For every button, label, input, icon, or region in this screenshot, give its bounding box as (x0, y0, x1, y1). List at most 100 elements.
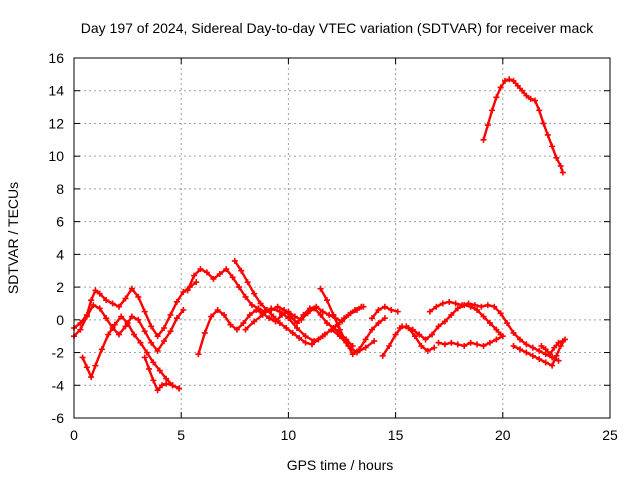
y-axis: -6 -4 -2 0 2 4 6 8 10 12 14 16 (48, 50, 610, 426)
data-point (418, 343, 425, 349)
data-point (83, 364, 90, 371)
y-tick-label: 2 (56, 279, 64, 295)
data-point (555, 339, 562, 346)
data-point (176, 385, 183, 392)
data-point (369, 315, 376, 322)
data-point (276, 308, 283, 315)
data-point (510, 329, 517, 336)
data-point (197, 266, 204, 273)
data-point (191, 272, 198, 279)
data-point (546, 351, 553, 358)
data-point (486, 320, 493, 327)
data-point (497, 84, 504, 91)
data-point (435, 339, 442, 346)
data-point (542, 346, 549, 353)
data-point (527, 95, 534, 102)
data-point (146, 365, 153, 372)
data-point (375, 320, 382, 327)
data-point (105, 331, 112, 338)
data-point (270, 313, 277, 320)
data-point (109, 325, 116, 331)
data-point (426, 308, 433, 315)
data-point (516, 336, 523, 343)
data-point (394, 308, 401, 315)
data-point (246, 311, 253, 318)
data-point (491, 303, 498, 310)
data-point (169, 382, 176, 389)
data-point (557, 163, 564, 169)
series-arc-7 (231, 257, 367, 348)
data-point (381, 315, 388, 322)
data-point (536, 356, 543, 363)
data-point (480, 343, 487, 349)
y-tick-label: 16 (48, 50, 64, 66)
data-point (557, 343, 564, 349)
data-point (544, 131, 551, 138)
data-point (431, 344, 438, 351)
data-point (362, 344, 369, 351)
data-point (317, 285, 324, 292)
series-arc-5 (141, 354, 183, 394)
data-point (409, 326, 416, 333)
data-point (523, 92, 530, 99)
data-point (311, 338, 318, 345)
data-point (141, 354, 148, 361)
data-point (354, 349, 361, 356)
data-point (439, 300, 446, 307)
y-tick-label: 4 (56, 246, 64, 262)
data-point (154, 347, 161, 354)
data-point (345, 343, 352, 349)
data-point (272, 318, 279, 325)
data-point (429, 331, 436, 338)
data-point (489, 107, 496, 114)
series-line (482, 78, 564, 174)
data-point (77, 326, 84, 333)
data-point (83, 313, 90, 320)
plot-frame (73, 57, 611, 419)
data-point (223, 266, 230, 273)
data-point (396, 325, 403, 331)
data-point (214, 307, 221, 313)
data-point (156, 367, 163, 374)
data-point (523, 341, 530, 348)
data-point (227, 321, 234, 328)
data-point (116, 331, 123, 338)
x-tick-label: 20 (495, 427, 511, 443)
data-point (474, 307, 481, 313)
series-line (244, 307, 376, 354)
data-point (143, 349, 150, 356)
data-point (173, 298, 180, 305)
data-point (210, 275, 217, 282)
data-point (135, 316, 142, 323)
data-point (471, 302, 478, 309)
data-point (369, 326, 376, 333)
data-point (501, 77, 508, 84)
y-tick-label: 12 (48, 115, 64, 131)
data-point (242, 326, 249, 333)
grid-lines (74, 58, 610, 418)
data-point (484, 302, 491, 309)
data-point (141, 328, 148, 335)
data-point (529, 344, 536, 351)
data-point (422, 336, 429, 343)
data-point (549, 362, 556, 369)
series-arc-16 (510, 336, 568, 369)
data-point (283, 325, 290, 331)
data-point (467, 339, 474, 346)
data-point (441, 341, 448, 348)
data-point (131, 331, 138, 338)
data-point (251, 318, 258, 325)
data-point (296, 334, 303, 341)
data-point (323, 297, 330, 304)
x-tick-label: 10 (281, 427, 297, 443)
data-point (551, 344, 558, 351)
y-tick-label: 0 (56, 312, 64, 328)
data-point (452, 300, 459, 307)
data-point (244, 279, 251, 286)
y-tick-label: 6 (56, 214, 64, 230)
data-point (465, 300, 472, 307)
series-arc-15 (435, 333, 506, 349)
data-point (96, 290, 103, 297)
data-point (486, 339, 493, 346)
series-arc-4 (71, 302, 187, 354)
